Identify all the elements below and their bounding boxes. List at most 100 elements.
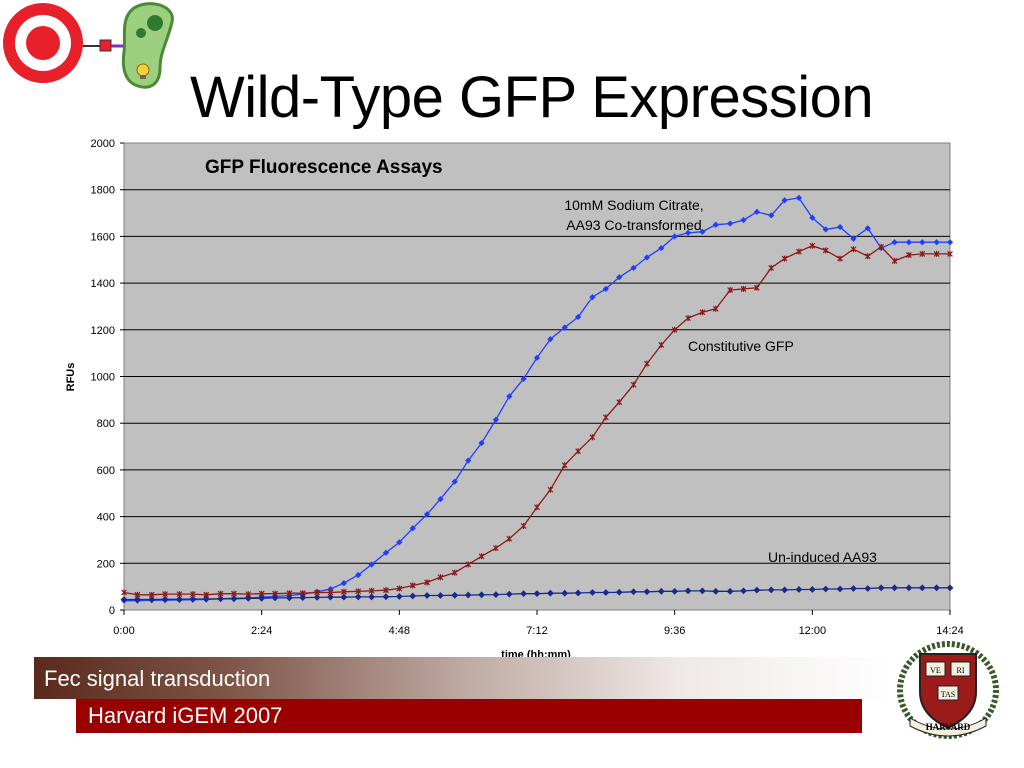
data-point	[534, 504, 540, 511]
data-point	[589, 589, 596, 596]
data-point	[478, 553, 485, 560]
data-point	[864, 585, 872, 592]
igem-logo-icon	[3, 2, 174, 89]
data-point	[602, 285, 609, 293]
y-tick-label: 800	[97, 418, 115, 430]
data-point	[796, 248, 802, 255]
data-point	[795, 586, 803, 593]
data-point	[753, 208, 760, 215]
data-point	[409, 582, 416, 589]
data-point	[589, 294, 596, 301]
data-point	[658, 244, 665, 252]
data-point	[176, 595, 183, 603]
data-point	[575, 448, 582, 455]
data-point	[244, 594, 252, 602]
annotation-uninduced: Un-induced AA93	[768, 549, 877, 565]
data-point	[546, 589, 554, 597]
data-point	[451, 478, 458, 485]
data-point	[340, 593, 348, 601]
data-point	[850, 585, 857, 592]
x-tick-label: 14:24	[936, 625, 964, 637]
data-point	[740, 285, 747, 292]
data-point	[368, 587, 375, 594]
data-point	[795, 194, 803, 201]
data-point	[712, 587, 720, 595]
data-point	[258, 594, 266, 602]
data-point	[437, 495, 444, 503]
x-tick-label: 9:36	[664, 625, 685, 637]
data-point	[492, 416, 499, 423]
data-point	[918, 584, 926, 592]
grid-lines	[124, 189, 950, 564]
data-point	[368, 593, 376, 601]
svg-text:TAS: TAS	[941, 690, 955, 699]
data-point	[712, 305, 719, 312]
data-point	[395, 593, 403, 600]
data-point	[602, 589, 610, 596]
data-point	[878, 243, 885, 250]
data-point	[478, 439, 485, 447]
data-point	[850, 235, 857, 242]
data-point	[355, 588, 362, 595]
annotation-constitutive: Constitutive GFP	[688, 338, 794, 354]
data-point	[533, 590, 541, 598]
data-point	[505, 590, 513, 598]
data-point	[768, 212, 775, 219]
data-point	[423, 592, 431, 599]
data-point	[727, 287, 734, 294]
y-tick-label: 1000	[91, 372, 115, 384]
data-point	[919, 250, 926, 257]
data-point	[836, 223, 844, 231]
data-point	[685, 315, 691, 322]
y-tick-label: 2000	[91, 138, 115, 150]
data-point	[465, 561, 472, 568]
data-point	[808, 586, 816, 593]
y-tick-label: 1800	[91, 185, 115, 197]
data-point	[520, 590, 528, 598]
y-tick-label: 200	[97, 558, 115, 570]
data-point	[340, 580, 347, 587]
data-point	[424, 579, 430, 586]
data-point	[946, 584, 954, 592]
svg-text:HARVARD: HARVARD	[926, 722, 971, 732]
data-point	[671, 326, 678, 333]
data-point	[437, 574, 444, 581]
data-point	[533, 354, 541, 361]
data-point	[726, 587, 734, 595]
data-point	[864, 225, 871, 232]
data-point	[602, 414, 609, 421]
data-point	[451, 591, 459, 599]
data-point	[837, 255, 843, 262]
data-point	[561, 589, 569, 597]
data-point	[217, 595, 224, 603]
data-point	[230, 595, 238, 603]
data-point	[671, 587, 679, 595]
data-point	[383, 587, 389, 594]
data-point	[409, 592, 417, 600]
data-point	[809, 214, 816, 221]
y-tick-label: 400	[97, 512, 115, 524]
y-tick-label: 1200	[91, 325, 115, 337]
data-point	[382, 549, 390, 556]
data-point	[919, 239, 926, 246]
data-point	[947, 250, 953, 257]
data-point	[699, 228, 706, 235]
data-point	[148, 596, 156, 603]
data-point	[299, 594, 307, 602]
data-point	[753, 586, 761, 594]
data-point	[822, 247, 829, 254]
series-layer	[120, 194, 954, 604]
data-point	[382, 593, 390, 601]
harvard-crest-icon: VE RI TAS HARVARD	[897, 641, 999, 739]
data-point	[506, 393, 513, 400]
data-point	[271, 594, 279, 602]
data-point	[850, 246, 857, 253]
data-point	[615, 588, 623, 596]
data-point	[836, 585, 844, 593]
data-point	[740, 587, 747, 595]
data-point	[451, 569, 458, 576]
annotation-citrate-line2: AA93 Co-transformed	[566, 217, 701, 233]
y-tick-label: 1400	[91, 278, 115, 290]
data-point	[658, 341, 665, 348]
data-point	[285, 594, 293, 602]
